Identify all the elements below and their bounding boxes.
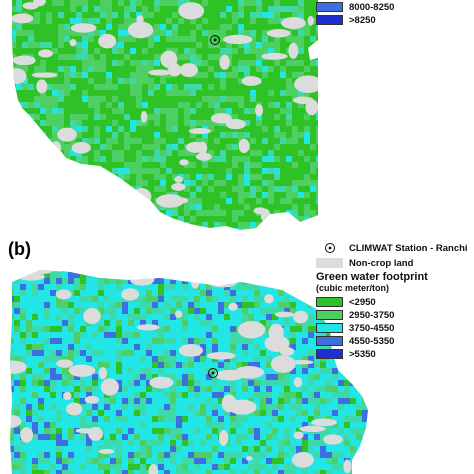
- legend-label: 3750-4550: [349, 322, 395, 334]
- legend-swatch: [316, 15, 343, 25]
- station-icon: [316, 242, 343, 254]
- legend-panel-a: 8000-8250 >8250: [316, 1, 394, 27]
- map-a-station-marker: [210, 35, 220, 45]
- legend-a-item: >8250: [316, 14, 394, 26]
- legend-b-item: 3750-4550: [316, 322, 468, 334]
- legend-label: 4550-5350: [349, 335, 395, 347]
- station-label: CLIMWAT Station - Ranchi: [349, 242, 468, 254]
- map-panel-b: [10, 270, 368, 474]
- legend-swatch: [316, 2, 343, 12]
- legend-title: Green water footprint: [316, 271, 428, 283]
- legend-swatch: [316, 349, 343, 359]
- legend-swatch: [316, 310, 343, 320]
- map-b-crop-area: [10, 270, 368, 474]
- legend-noncrop-row: Non-crop land: [316, 257, 468, 269]
- legend-label: 8000-8250: [349, 1, 395, 13]
- legend-label: <2950: [349, 296, 376, 308]
- legend-panel-b: CLIMWAT Station - Ranchi Non-crop land G…: [316, 241, 468, 361]
- legend-label: >8250: [349, 14, 376, 26]
- panel-b-label: (b): [8, 239, 31, 259]
- legend-b-item: 2950-3750: [316, 309, 468, 321]
- legend-subtitle: (cubic meter/ton): [316, 283, 390, 293]
- legend-b-item: 4550-5350: [316, 335, 468, 347]
- legend-b-item: <2950: [316, 296, 468, 308]
- legend-swatch: [316, 323, 343, 333]
- legend-swatch-noncrop: [316, 258, 343, 268]
- legend-swatch: [316, 297, 343, 307]
- legend-label: >5350: [349, 348, 376, 360]
- map-panel-a: [12, 0, 318, 230]
- legend-b-item: >5350: [316, 348, 468, 360]
- noncrop-label: Non-crop land: [349, 257, 414, 269]
- legend-swatch: [316, 336, 343, 346]
- map-b-station-marker: [208, 368, 218, 378]
- legend-a-item: 8000-8250: [316, 1, 394, 13]
- legend-station-row: CLIMWAT Station - Ranchi: [316, 241, 468, 255]
- legend-label: 2950-3750: [349, 309, 395, 321]
